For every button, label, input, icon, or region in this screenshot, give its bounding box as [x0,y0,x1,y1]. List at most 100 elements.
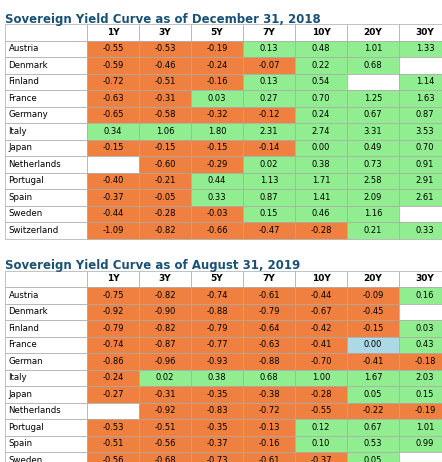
Bar [139,320,191,336]
Text: -0.31: -0.31 [154,94,176,103]
Text: 0.99: 0.99 [416,439,434,448]
Bar [295,370,347,386]
Text: -0.88: -0.88 [258,357,280,366]
Text: 0.34: 0.34 [104,127,122,136]
Bar [243,436,295,452]
Text: Japan: Japan [8,390,33,399]
Text: -0.15: -0.15 [362,324,384,333]
Text: 10Y: 10Y [312,28,330,37]
Text: Austria: Austria [8,44,39,53]
Text: Sweden: Sweden [8,209,43,218]
Bar [399,386,442,402]
Text: Spain: Spain [8,439,33,448]
Text: -0.82: -0.82 [154,226,176,235]
Text: -0.53: -0.53 [154,44,176,53]
Bar [87,270,139,287]
Text: -0.74: -0.74 [206,291,228,300]
Text: -0.55: -0.55 [310,406,332,415]
Text: Finland: Finland [8,324,39,333]
Text: -0.70: -0.70 [310,357,332,366]
Text: 1.71: 1.71 [312,176,330,185]
Text: 0.05: 0.05 [364,390,382,399]
Bar [399,73,442,90]
Bar [347,189,399,206]
Text: 1.16: 1.16 [364,209,382,218]
Bar [87,222,139,238]
Text: 0.67: 0.67 [364,423,382,432]
Text: Finland: Finland [8,77,39,86]
Text: -0.05: -0.05 [154,193,175,202]
Text: -0.28: -0.28 [310,390,332,399]
Bar [5,304,87,320]
Bar [399,222,442,238]
Bar [139,287,191,304]
Text: -0.28: -0.28 [310,226,332,235]
Bar [5,156,87,172]
Text: 1.33: 1.33 [415,44,434,53]
Bar [139,419,191,436]
Bar [139,140,191,156]
Text: -0.35: -0.35 [206,423,228,432]
Bar [5,336,87,353]
Text: -0.68: -0.68 [154,456,176,462]
Text: 0.54: 0.54 [312,77,330,86]
Text: 0.46: 0.46 [312,209,330,218]
Text: 0.70: 0.70 [416,143,434,152]
Bar [347,386,399,402]
Text: Italy: Italy [8,373,27,382]
Text: -0.51: -0.51 [102,439,124,448]
Bar [191,370,243,386]
Bar [347,402,399,419]
Text: 10Y: 10Y [312,274,330,283]
Text: -0.27: -0.27 [102,390,124,399]
Text: 2.31: 2.31 [260,127,278,136]
Text: -0.37: -0.37 [310,456,332,462]
Text: -0.61: -0.61 [258,291,280,300]
Bar [191,90,243,107]
Text: 1.00: 1.00 [312,373,330,382]
Text: -0.79: -0.79 [258,307,280,316]
Text: Germany: Germany [8,110,48,119]
Text: -0.90: -0.90 [154,307,175,316]
Text: -0.24: -0.24 [206,61,228,70]
Text: 0.27: 0.27 [260,94,278,103]
Bar [399,57,442,73]
Text: -0.13: -0.13 [258,423,280,432]
Bar [347,24,399,41]
Text: 0.02: 0.02 [260,160,278,169]
Bar [5,123,87,140]
Bar [191,270,243,287]
Bar [191,24,243,41]
Bar [87,73,139,90]
Text: -0.38: -0.38 [258,390,280,399]
Bar [243,287,295,304]
Bar [87,189,139,206]
Text: -0.46: -0.46 [154,61,176,70]
Bar [399,353,442,370]
Text: -0.63: -0.63 [102,94,124,103]
Bar [191,386,243,402]
Text: Spain: Spain [8,193,33,202]
Bar [295,41,347,57]
Bar [243,41,295,57]
Bar [295,304,347,320]
Bar [139,386,191,402]
Bar [87,24,139,41]
Text: 0.43: 0.43 [416,340,434,349]
Text: 0.70: 0.70 [312,94,330,103]
Text: -0.21: -0.21 [154,176,175,185]
Text: -0.53: -0.53 [102,423,124,432]
Text: 2.58: 2.58 [364,176,382,185]
Bar [87,320,139,336]
Bar [191,436,243,452]
Text: 0.38: 0.38 [312,160,330,169]
Bar [139,222,191,238]
Bar [347,140,399,156]
Bar [5,353,87,370]
Bar [347,353,399,370]
Text: Denmark: Denmark [8,307,48,316]
Bar [5,107,87,123]
Text: -0.63: -0.63 [258,340,280,349]
Text: Italy: Italy [8,127,27,136]
Text: 0.38: 0.38 [208,373,226,382]
